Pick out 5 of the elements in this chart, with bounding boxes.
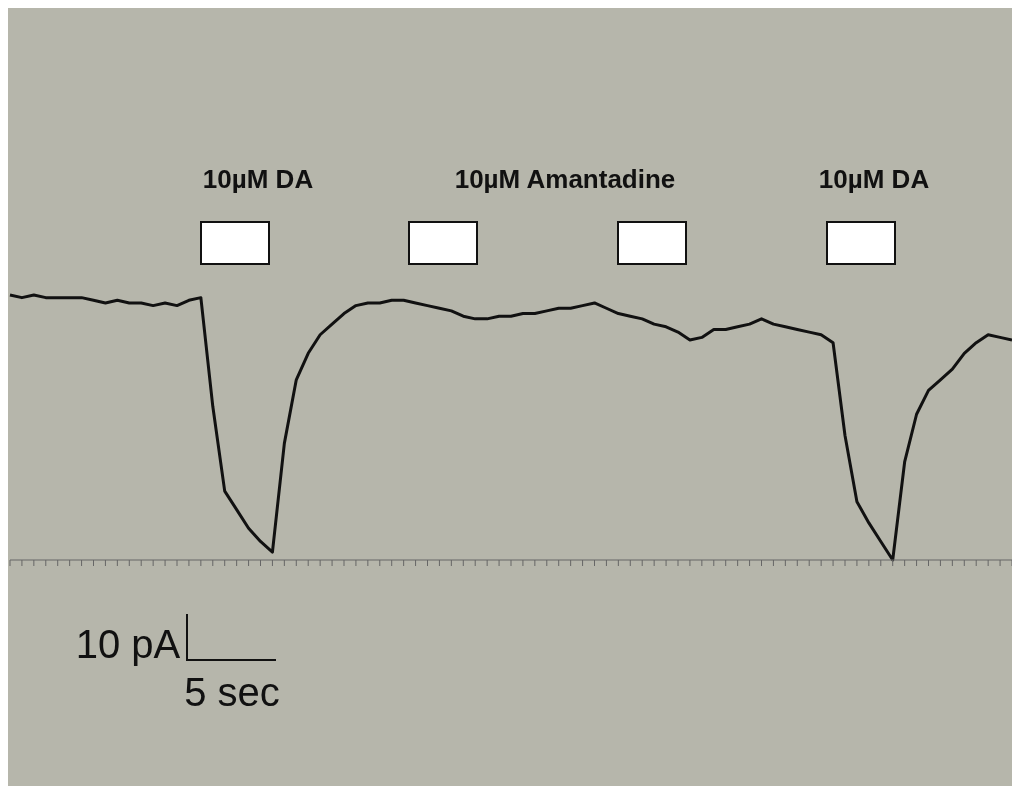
text: 10 pA	[74, 621, 182, 668]
text: 10µM Amantadine	[453, 164, 677, 196]
text: 10µM DA	[817, 164, 931, 196]
text: 10µM DA	[202, 164, 314, 195]
text: 5 sec	[183, 669, 281, 716]
